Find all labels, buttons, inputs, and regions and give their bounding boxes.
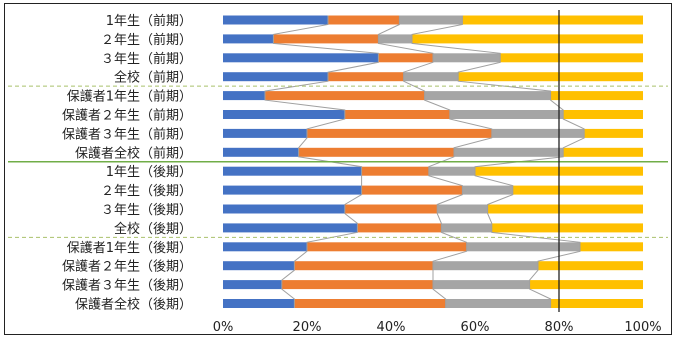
category-label-13: 保護者1年生（後期） xyxy=(67,240,192,256)
bar-segment-3-row-5 xyxy=(424,91,551,101)
bar-segment-4-row-1 xyxy=(462,15,643,25)
bar-segment-3-row-13 xyxy=(466,242,580,252)
bar-segment-4-row-6 xyxy=(563,110,643,119)
bar-segment-3-row-2 xyxy=(378,34,412,44)
bar-segment-4-row-10 xyxy=(512,185,643,195)
bar-segment-3-row-16 xyxy=(445,299,551,308)
bar-segment-2-row-14 xyxy=(294,261,433,271)
bar-segment-2-row-16 xyxy=(294,299,446,308)
category-label-6: 保護者２年生（前期） xyxy=(62,108,192,124)
bar-segment-3-row-8 xyxy=(454,147,564,157)
bar-segment-4-row-2 xyxy=(412,34,643,44)
category-label-1: 1年生（前期） xyxy=(106,13,192,29)
bar-segment-2-row-5 xyxy=(265,91,425,101)
bar-segment-4-row-7 xyxy=(584,128,643,138)
x-tick-label-6: 100% xyxy=(624,320,661,335)
category-label-16: 保護者全校（後期） xyxy=(75,297,192,313)
bar-segment-3-row-15 xyxy=(433,280,530,290)
bar-segment-4-row-12 xyxy=(491,223,643,233)
category-label-11: ３年生（後期） xyxy=(101,203,192,218)
bar-segment-3-row-11 xyxy=(437,204,488,214)
bar-segment-1-row-15 xyxy=(223,280,282,290)
bar-segment-1-row-9 xyxy=(223,166,362,176)
category-label-10: ２年生（後期） xyxy=(101,184,192,199)
bar-segment-1-row-3 xyxy=(223,53,379,63)
bar-segment-4-row-13 xyxy=(580,242,643,252)
bar-segment-4-row-11 xyxy=(487,204,643,214)
bar-segment-4-row-16 xyxy=(550,299,643,308)
bar-segment-4-row-15 xyxy=(529,280,643,290)
category-label-3: ３年生（前期） xyxy=(101,51,192,67)
bar-segment-3-row-9 xyxy=(428,166,475,176)
bar-segment-1-row-6 xyxy=(223,110,345,119)
bar-segment-2-row-6 xyxy=(344,110,450,119)
bar-segment-1-row-1 xyxy=(223,15,328,25)
bar-segment-4-row-5 xyxy=(550,91,643,101)
x-tick-label-5: 80% xyxy=(545,320,574,335)
bar-segment-3-row-1 xyxy=(399,15,463,25)
bar-segment-4-row-3 xyxy=(500,53,643,63)
x-tick-label-2: 20% xyxy=(293,320,322,335)
bar-segment-2-row-10 xyxy=(361,185,463,195)
bar-segment-3-row-6 xyxy=(449,110,564,119)
bar-segment-1-row-2 xyxy=(223,34,274,44)
category-label-5: 保護者1年生（前期） xyxy=(67,89,192,105)
bar-segment-1-row-4 xyxy=(223,72,328,82)
bar-segment-1-row-11 xyxy=(223,204,345,214)
category-label-2: ２年生（前期） xyxy=(101,32,192,48)
bar-segment-3-row-12 xyxy=(441,223,492,233)
bar-segment-2-row-7 xyxy=(307,128,492,138)
bar-segment-1-row-10 xyxy=(223,185,362,195)
x-tick-label-1: 0% xyxy=(213,320,234,335)
category-label-9: 1年生（後期） xyxy=(106,165,192,180)
x-tick-label-4: 60% xyxy=(461,320,490,335)
bar-segment-1-row-16 xyxy=(223,299,295,308)
bar-segment-2-row-13 xyxy=(307,242,467,252)
bar-segment-4-row-14 xyxy=(538,261,643,271)
bar-segment-3-row-4 xyxy=(403,72,459,82)
bar-segment-4-row-4 xyxy=(458,72,643,82)
category-label-15: 保護者３年生（後期） xyxy=(62,278,192,294)
bar-segment-1-row-5 xyxy=(223,91,265,101)
bar-segment-4-row-8 xyxy=(563,147,643,157)
bar-segment-2-row-8 xyxy=(298,147,454,157)
bar-segment-2-row-11 xyxy=(344,204,438,214)
bar-segment-2-row-12 xyxy=(357,223,442,233)
category-label-4: 全校（前期） xyxy=(114,70,192,86)
bar-segment-1-row-12 xyxy=(223,223,358,233)
bar-segment-2-row-4 xyxy=(328,72,404,82)
category-label-14: 保護者２年生（後期） xyxy=(62,259,192,275)
bar-segment-3-row-14 xyxy=(433,261,538,271)
bar-segment-1-row-8 xyxy=(223,147,299,157)
bar-segment-2-row-9 xyxy=(361,166,429,176)
bar-segment-3-row-10 xyxy=(462,185,513,195)
bar-segment-2-row-1 xyxy=(328,15,400,25)
category-label-8: 保護者全校（前期） xyxy=(75,145,192,161)
bar-segment-1-row-14 xyxy=(223,261,295,271)
bar-segment-1-row-13 xyxy=(223,242,307,252)
bar-segment-3-row-3 xyxy=(433,53,501,63)
bar-segment-2-row-2 xyxy=(273,34,379,44)
bar-segment-3-row-7 xyxy=(491,128,585,138)
category-label-12: 全校（後期） xyxy=(114,221,192,237)
bar-segment-1-row-7 xyxy=(223,128,307,138)
category-label-7: 保護者３年生（前期） xyxy=(62,126,192,142)
bar-segment-2-row-3 xyxy=(378,53,433,63)
bar-segment-2-row-15 xyxy=(281,280,433,290)
x-tick-label-3: 40% xyxy=(377,320,406,335)
